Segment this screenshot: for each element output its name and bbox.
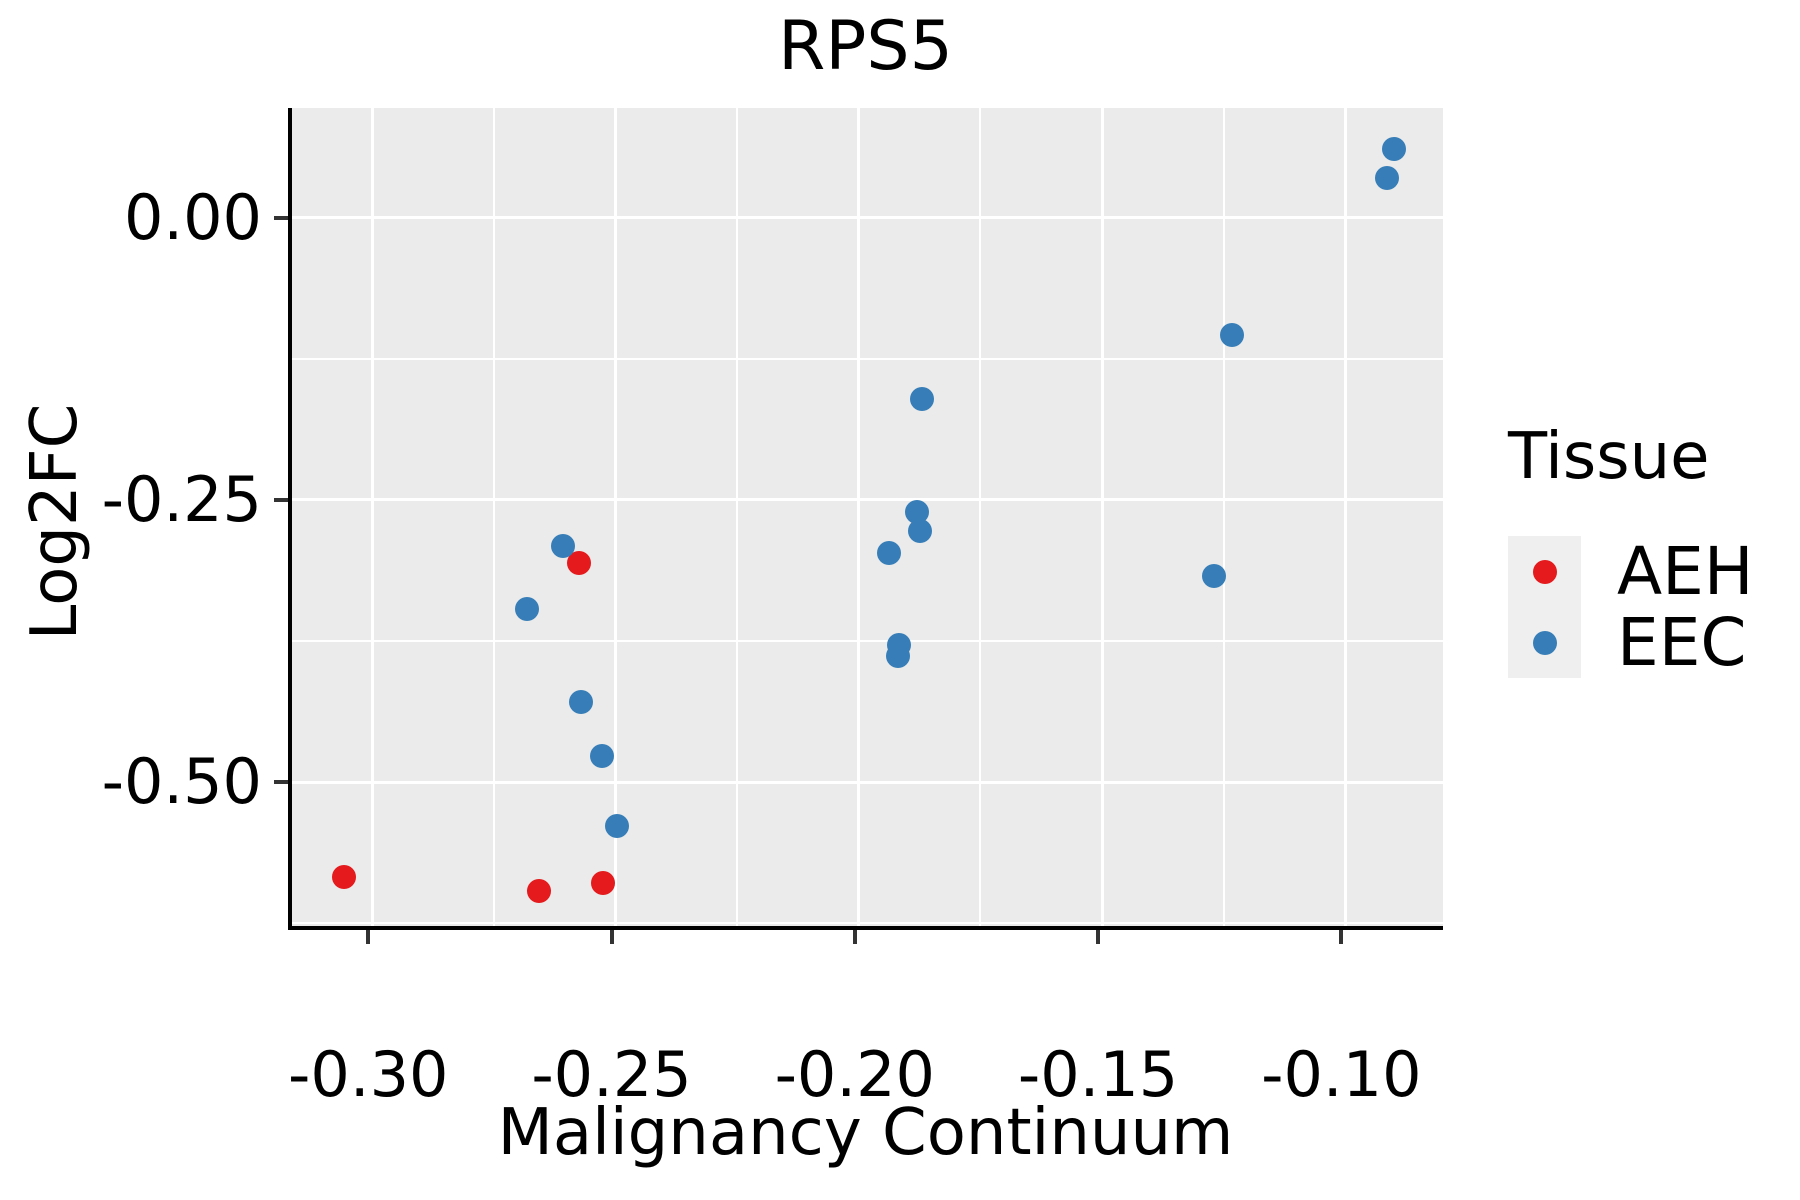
x-major-gridline — [370, 108, 374, 926]
legend-key — [1508, 607, 1581, 678]
data-point-eec — [568, 690, 593, 715]
y-minor-gridline — [292, 639, 1443, 642]
x-tick-mark — [1339, 930, 1344, 944]
data-point-aeh — [527, 878, 552, 903]
y-major-gridline — [292, 780, 1443, 784]
y-tick-label: -0.50 — [101, 745, 262, 818]
data-point-aeh — [591, 871, 616, 896]
plot-title: RPS5 — [778, 7, 953, 86]
y-minor-gridline — [292, 922, 1443, 924]
x-tick-mark — [609, 930, 614, 944]
legend-label: AEH — [1617, 533, 1754, 610]
x-tick-label: -0.25 — [531, 1038, 692, 1111]
x-tick-label: -0.10 — [1261, 1038, 1422, 1111]
y-tick-mark — [274, 780, 288, 784]
y-major-gridline — [292, 498, 1443, 502]
legend-dot-eec — [1532, 630, 1557, 655]
x-minor-gridline — [736, 108, 739, 926]
y-tick-label: 0.00 — [123, 180, 262, 254]
y-major-gridline — [292, 216, 1443, 220]
x-minor-gridline — [979, 108, 982, 926]
data-point-eec — [1201, 564, 1226, 589]
data-point-aeh — [331, 865, 356, 890]
x-axis-title: Malignancy Continuum — [497, 1096, 1234, 1170]
data-point-eec — [590, 743, 615, 768]
data-point-eec — [1219, 322, 1244, 347]
y-axis-title: Log2FC — [18, 403, 92, 641]
data-point-eec — [605, 813, 630, 838]
y-tick-mark — [274, 215, 288, 220]
x-tick-label: -0.20 — [774, 1038, 935, 1111]
x-minor-gridline — [1222, 108, 1225, 926]
x-major-gridline — [857, 108, 861, 926]
data-point-eec — [908, 519, 933, 543]
data-point-eec — [551, 534, 576, 559]
y-tick-label: -0.25 — [101, 462, 262, 536]
data-point-eec — [886, 644, 911, 668]
x-minor-gridline — [492, 108, 495, 926]
legend-item-eec: EEC — [1508, 604, 1798, 681]
data-point-eec — [1381, 136, 1406, 161]
legend: Tissue AEH EEC — [1508, 420, 1798, 681]
data-point-eec — [514, 596, 539, 621]
legend-label: EEC — [1617, 604, 1747, 681]
legend-item-aeh: AEH — [1508, 533, 1798, 610]
y-tick-mark — [274, 497, 288, 502]
plot-panel — [288, 108, 1443, 930]
x-tick-mark — [366, 930, 371, 944]
x-tick-label: -0.15 — [1017, 1038, 1179, 1111]
data-point-eec — [877, 541, 902, 565]
x-major-gridline — [614, 108, 618, 926]
x-major-gridline — [1100, 108, 1104, 926]
x-tick-label: -0.30 — [288, 1038, 449, 1111]
legend-title: Tissue — [1508, 420, 1710, 494]
x-tick-mark — [852, 930, 857, 944]
legend-key — [1508, 536, 1581, 607]
x-tick-mark — [1096, 930, 1101, 944]
data-point-eec — [1374, 165, 1399, 190]
legend-items: AEH EEC — [1508, 533, 1798, 681]
legend-dot-aeh — [1532, 559, 1557, 584]
x-major-gridline — [1343, 108, 1347, 926]
y-minor-gridline — [292, 357, 1443, 360]
data-point-eec — [909, 387, 934, 412]
